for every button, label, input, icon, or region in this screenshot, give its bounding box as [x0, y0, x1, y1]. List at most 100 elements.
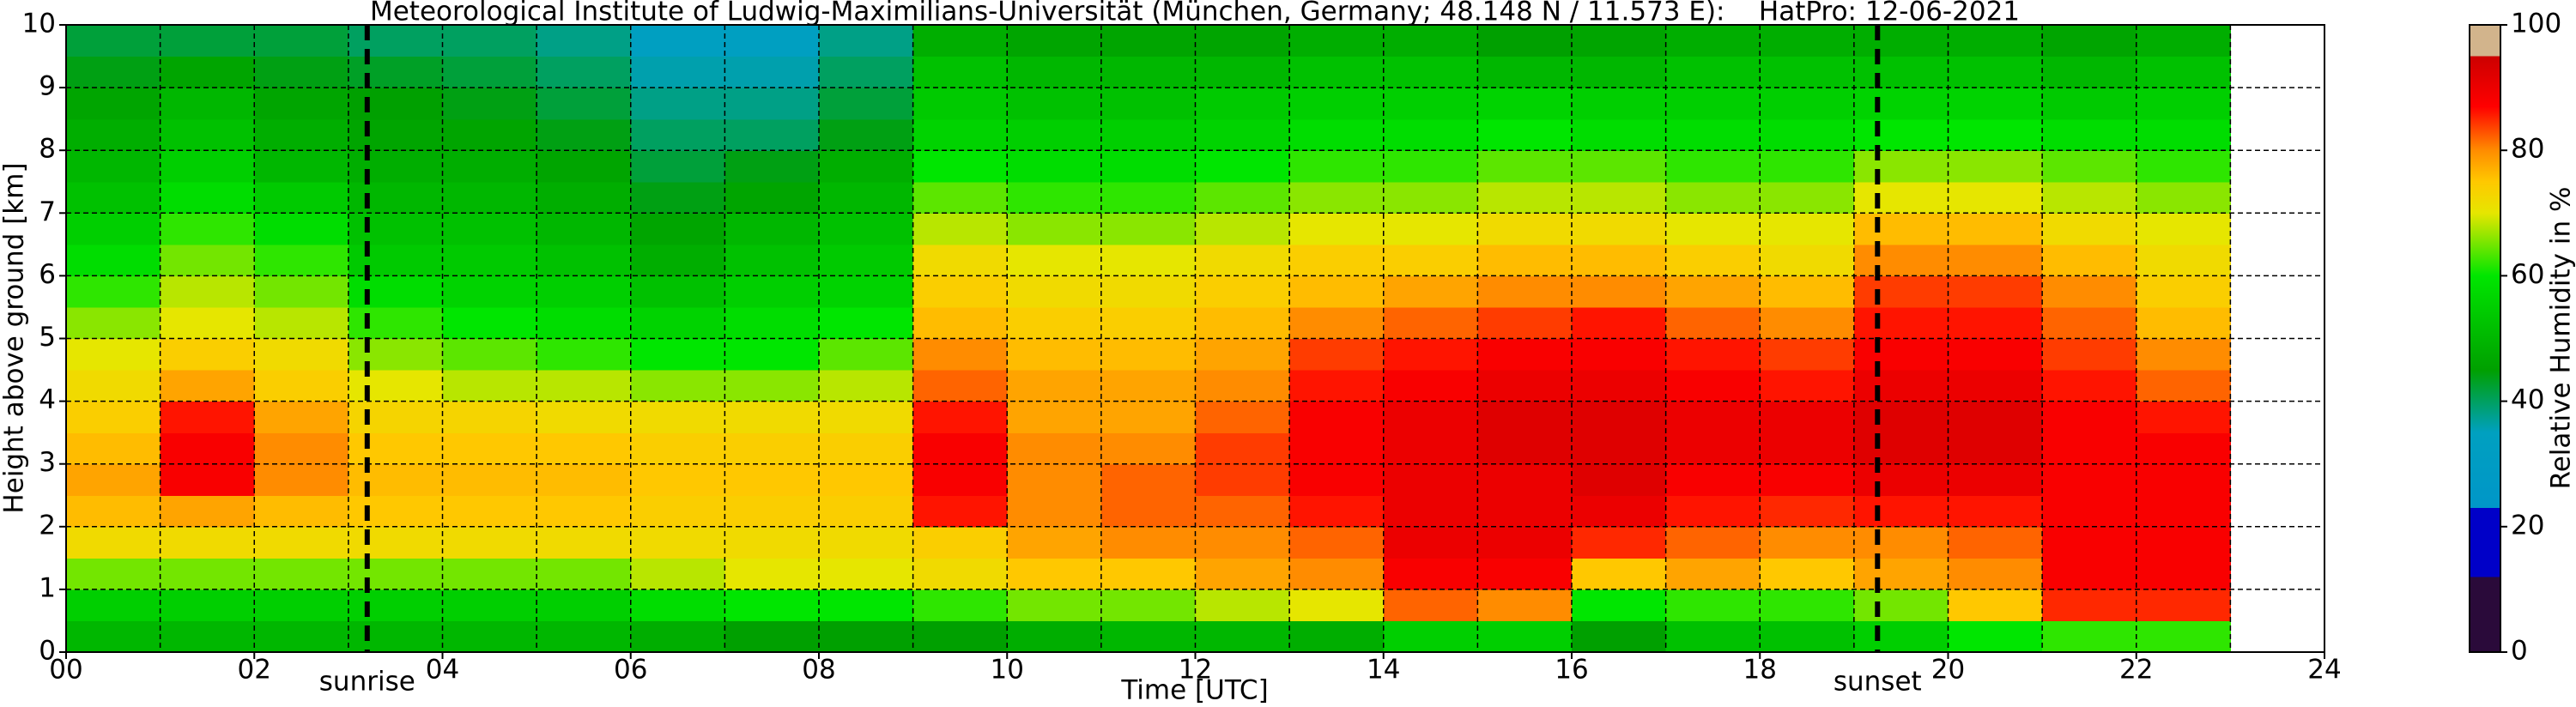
heatmap-cell	[1853, 620, 1949, 653]
heatmap-cell	[160, 275, 255, 308]
heatmap-cell	[1100, 275, 1197, 308]
heatmap-cell	[1100, 25, 1197, 57]
heatmap-cell	[1477, 181, 1573, 214]
heatmap-cell	[1195, 213, 1290, 245]
heatmap-cell	[66, 25, 161, 57]
heatmap-cell	[160, 526, 255, 559]
heatmap-cell	[1853, 275, 1949, 308]
heatmap-cell	[66, 370, 161, 402]
heatmap-cell	[160, 558, 255, 590]
heatmap-cell	[819, 150, 914, 183]
heatmap-cell	[1007, 463, 1102, 496]
heatmap-cell	[536, 244, 632, 276]
heatmap-cell	[1760, 275, 1855, 308]
heatmap-cell	[1665, 526, 1761, 559]
heatmap-cell	[724, 432, 820, 465]
heatmap-cell	[348, 558, 444, 590]
heatmap-cell	[1760, 589, 1855, 622]
heatmap-cell	[724, 526, 820, 559]
heatmap-cell	[536, 589, 632, 622]
heatmap-cell	[1760, 401, 1855, 433]
heatmap-cell	[1383, 432, 1478, 465]
heatmap-cell	[442, 244, 537, 276]
heatmap-cell	[1853, 150, 1949, 183]
heatmap-cell	[1665, 275, 1761, 308]
heatmap-cell	[1477, 589, 1573, 622]
heatmap-cell	[2136, 338, 2231, 371]
heatmap-cell	[1289, 88, 1385, 120]
x-tick-label: 22	[2119, 655, 2153, 686]
heatmap-cell	[66, 56, 161, 88]
heatmap-cell	[66, 150, 161, 183]
heatmap-cell	[819, 56, 914, 88]
heatmap-cell	[2042, 88, 2137, 120]
heatmap-cell	[912, 306, 1008, 340]
heatmap-cell	[1572, 244, 1667, 276]
heatmap-cell	[724, 118, 820, 151]
heatmap-cell	[2136, 181, 2231, 214]
heatmap-cell	[1007, 181, 1102, 214]
heatmap-cell	[819, 181, 914, 214]
heatmap-cell	[819, 88, 914, 120]
heatmap-cell	[724, 558, 820, 590]
heatmap-cell	[1007, 620, 1102, 653]
heatmap-cell	[1100, 432, 1197, 465]
heatmap-cell	[1760, 213, 1855, 245]
heatmap-cell	[724, 463, 820, 496]
heatmap-cell	[724, 244, 820, 276]
heatmap-cell	[442, 526, 537, 559]
heatmap-cell	[1100, 88, 1197, 120]
heatmap-cell	[724, 88, 820, 120]
heatmap-cell	[1007, 275, 1102, 308]
heatmap-cell	[1948, 526, 2043, 559]
heatmap-cell	[160, 589, 255, 622]
heatmap-cell	[2136, 88, 2231, 120]
heatmap-cell	[912, 589, 1008, 622]
heatmap-cell	[724, 338, 820, 371]
heatmap-cell	[254, 88, 349, 120]
heatmap-cell	[348, 526, 444, 559]
heatmap-cell	[2136, 463, 2231, 496]
heatmap-cell	[1007, 118, 1102, 151]
heatmap-cell	[1195, 275, 1290, 308]
heatmap-cell	[1007, 526, 1102, 559]
heatmap-cell	[442, 150, 537, 183]
heatmap-cell	[819, 244, 914, 276]
heatmap-cell	[1289, 181, 1385, 214]
colorbar-tick-label: 40	[2511, 384, 2544, 415]
heatmap-cell	[254, 432, 349, 465]
heatmap-cell	[1477, 88, 1573, 120]
heatmap-cell	[1477, 213, 1573, 245]
heatmap-cell	[254, 56, 349, 88]
y-tick-label: 4	[39, 384, 56, 415]
heatmap-cell	[630, 401, 725, 433]
heatmap-cell	[1100, 56, 1197, 88]
heatmap-cell	[66, 244, 161, 276]
heatmap-cell	[1665, 25, 1761, 57]
heatmap-cell	[724, 589, 820, 622]
heatmap-cell	[1948, 370, 2043, 402]
heatmap-cell	[2136, 150, 2231, 183]
heatmap-cell	[1195, 620, 1290, 653]
heatmap-cell	[724, 213, 820, 245]
heatmap-cell	[724, 275, 820, 308]
heatmap-cell	[912, 558, 1008, 590]
heatmap-cell	[1100, 370, 1197, 402]
heatmap-cell	[1100, 150, 1197, 183]
heatmap-cell	[348, 370, 444, 402]
heatmap-cell	[160, 306, 255, 340]
heatmap-cell	[1289, 306, 1385, 340]
heatmap-cell	[1289, 558, 1385, 590]
heatmap-cell	[724, 25, 820, 57]
heatmap-cell	[1760, 338, 1855, 371]
heatmap-cell	[1853, 463, 1949, 496]
heatmap-cell	[819, 558, 914, 590]
heatmap-cell	[536, 56, 632, 88]
heatmap-cell	[1007, 25, 1102, 57]
heatmap-cell	[536, 620, 632, 653]
heatmap-cell	[1477, 118, 1573, 151]
heatmap-cell	[1195, 88, 1290, 120]
heatmap-cell	[1665, 244, 1761, 276]
heatmap-cell	[1383, 463, 1478, 496]
heatmap-cell	[1477, 620, 1573, 653]
